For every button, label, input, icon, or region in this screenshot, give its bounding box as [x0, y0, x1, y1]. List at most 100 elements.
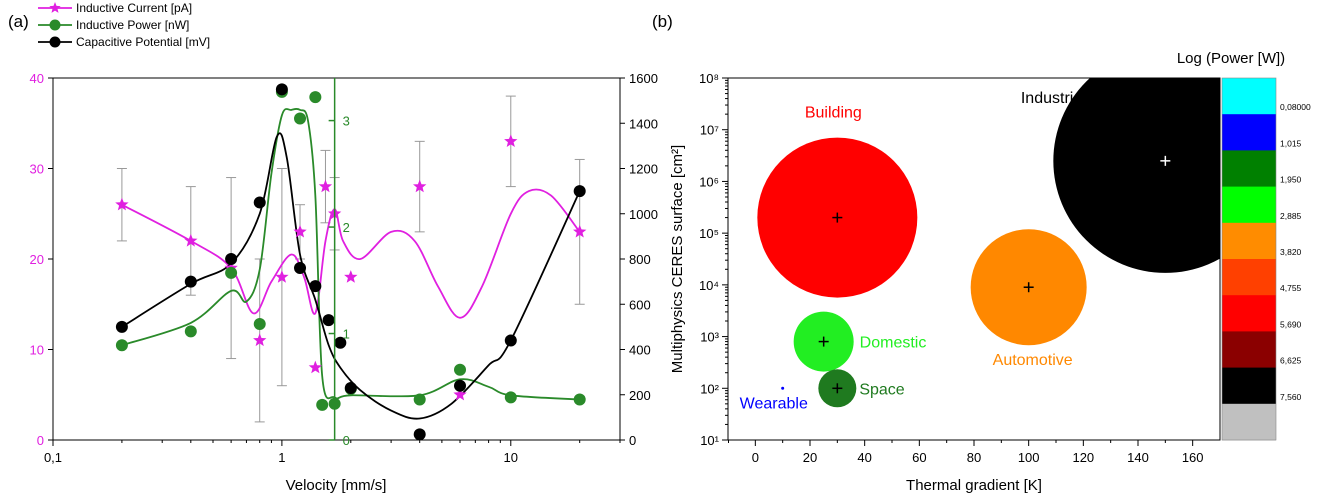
y-tick-label: 10¹ — [700, 433, 719, 448]
x-tick-label: 20 — [803, 450, 817, 465]
bubble — [1053, 78, 1220, 273]
chart-a-points — [115, 83, 587, 441]
left-tick-label: 20 — [30, 252, 44, 267]
left-tick-label: 10 — [30, 343, 44, 358]
chart-b: 0 20 40 60 80 100 120 140 160 10¹ 10² 10³ 10⁴ 10⁵ 10⁶ 1… — [669, 50, 1311, 494]
y-tick-label: 10³ — [700, 330, 719, 345]
colorbar-label: 6,625 — [1280, 356, 1302, 366]
y-tick-label: 10² — [700, 381, 719, 396]
right-tick-label: 200 — [629, 388, 651, 403]
x-tick-label: 80 — [967, 450, 981, 465]
colorbar-label: 2,885 — [1280, 211, 1302, 221]
left-tick-label: 40 — [30, 71, 44, 86]
panel-label-a: (a) — [8, 12, 29, 31]
data-point-star — [115, 197, 129, 211]
colorbar-label: 3,820 — [1280, 247, 1302, 257]
data-point-circle — [184, 275, 197, 288]
series-line — [121, 132, 581, 420]
chart-b-axes: 0 20 40 60 80 100 120 140 160 10¹ 10² 10³ 10⁴ 10⁵ 10⁶ 1… — [699, 71, 1204, 465]
legend-label: Capacitive Potential [mV] — [76, 35, 210, 49]
x-tick-label: 140 — [1127, 450, 1149, 465]
data-point-circle — [294, 112, 307, 125]
legend-marker — [49, 2, 61, 13]
chart-a-legend: Inductive Current [pA] Inductive Power [n… — [38, 1, 210, 49]
data-point-circle — [454, 363, 467, 376]
legend-label: Inductive Power [nW] — [76, 18, 189, 32]
data-point-circle — [309, 91, 322, 104]
right-tick-label: 800 — [629, 252, 651, 267]
data-point-star — [275, 270, 289, 283]
y-tick-label: 10⁸ — [699, 71, 719, 86]
data-point-star — [453, 387, 467, 401]
x-tick-label: 100 — [1018, 450, 1040, 465]
colorbar: 0,08000 1,015 1,950 2,885 3,820 4,755 5,690 6,6… — [1177, 50, 1311, 441]
colorbar-label: 7,560 — [1280, 392, 1302, 402]
left-tick-label: 30 — [30, 162, 44, 177]
colorbar-title: Log (Power [W]) — [1177, 50, 1285, 67]
data-point-circle — [454, 379, 467, 392]
right-tick-label: 1000 — [629, 207, 658, 222]
data-point-star — [253, 333, 267, 347]
data-point-star — [573, 224, 587, 238]
colorbar-segment — [1222, 259, 1276, 296]
data-point-circle — [573, 393, 586, 406]
data-point-circle — [253, 196, 266, 209]
data-point-circle — [322, 314, 335, 327]
data-point-circle — [309, 280, 322, 293]
x-tick-label: 0 — [752, 450, 759, 465]
x-tick-label: 0,1 — [44, 450, 62, 465]
data-point-star — [344, 270, 358, 283]
colorbar-label: 0,08000 — [1280, 102, 1311, 112]
data-point-star — [184, 233, 198, 247]
bubble-label: Domestic — [860, 335, 927, 352]
data-point-circle — [504, 334, 517, 347]
chart-a-curves — [121, 108, 581, 420]
chart-a-errorbars — [116, 95, 585, 423]
x-tick-label: 10 — [504, 450, 518, 465]
bubble-label: Space — [859, 381, 904, 398]
colorbar-segment — [1222, 114, 1276, 151]
chart-b-y-axis-label: Multiphysics CERES surface [cm²] — [669, 145, 686, 373]
data-point-circle — [413, 393, 426, 406]
left-tick-label: 0 — [37, 433, 44, 448]
y-tick-label: 10⁶ — [699, 174, 719, 189]
data-point-circle — [225, 266, 238, 279]
data-point-circle — [275, 83, 288, 96]
data-point-circle — [115, 339, 128, 352]
data-point-star — [413, 179, 427, 193]
colorbar-segment — [1222, 222, 1276, 260]
inner-tick-label: 3 — [343, 114, 350, 129]
series-line — [121, 188, 581, 319]
colorbar-segment — [1222, 78, 1276, 115]
right-tick-label: 600 — [629, 297, 651, 312]
chart-a-x-axis-label: Velocity [mm/s] — [286, 477, 387, 494]
data-point-star — [293, 224, 307, 238]
bubble-label: Wearable — [740, 395, 808, 412]
data-point-star — [318, 179, 333, 193]
right-tick-label: 400 — [629, 343, 651, 358]
chart-b-bubble-labels: Industrial Building Automotive Domestic Spac… — [740, 90, 1086, 412]
bubble-label: Building — [805, 105, 862, 122]
colorbar-label: 1,015 — [1280, 138, 1302, 148]
x-tick-label: 120 — [1072, 450, 1094, 465]
data-point-circle — [294, 262, 307, 275]
data-point-circle — [184, 325, 197, 338]
data-point-circle — [344, 381, 357, 394]
data-point-circle — [413, 428, 426, 441]
colorbar-label: 1,950 — [1280, 175, 1302, 185]
data-point-circle — [225, 253, 238, 265]
inner-tick-label: 1 — [343, 327, 350, 342]
data-point-circle — [115, 320, 128, 333]
colorbar-segment — [1222, 403, 1276, 441]
y-tick-label: 10⁵ — [699, 226, 719, 241]
right-tick-label: 0 — [629, 433, 636, 448]
colorbar-segment — [1222, 367, 1276, 405]
colorbar-label: 4,755 — [1280, 283, 1302, 293]
right-tick-label: 1400 — [629, 116, 658, 131]
data-point-circle — [253, 317, 266, 330]
inner-tick-label: 2 — [343, 220, 350, 235]
right-tick-label: 1200 — [629, 162, 658, 177]
x-tick-label: 60 — [912, 450, 926, 465]
bubble — [781, 386, 785, 390]
